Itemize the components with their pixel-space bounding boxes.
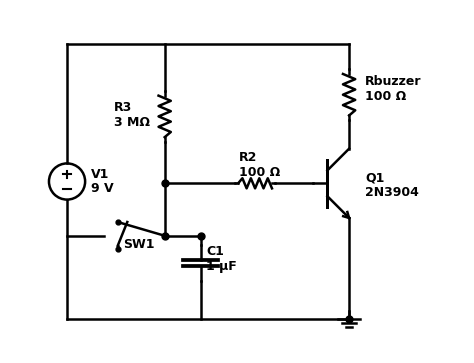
Text: SW1: SW1: [123, 238, 155, 251]
Text: R3
3 MΩ: R3 3 MΩ: [114, 101, 150, 129]
Text: Q1
2N3904: Q1 2N3904: [365, 171, 419, 199]
Text: V1
9 V: V1 9 V: [91, 167, 113, 196]
Text: Rbuzzer
100 Ω: Rbuzzer 100 Ω: [365, 75, 422, 103]
Text: R2
100 Ω: R2 100 Ω: [239, 151, 280, 179]
Text: C1
1 μF: C1 1 μF: [206, 245, 237, 273]
